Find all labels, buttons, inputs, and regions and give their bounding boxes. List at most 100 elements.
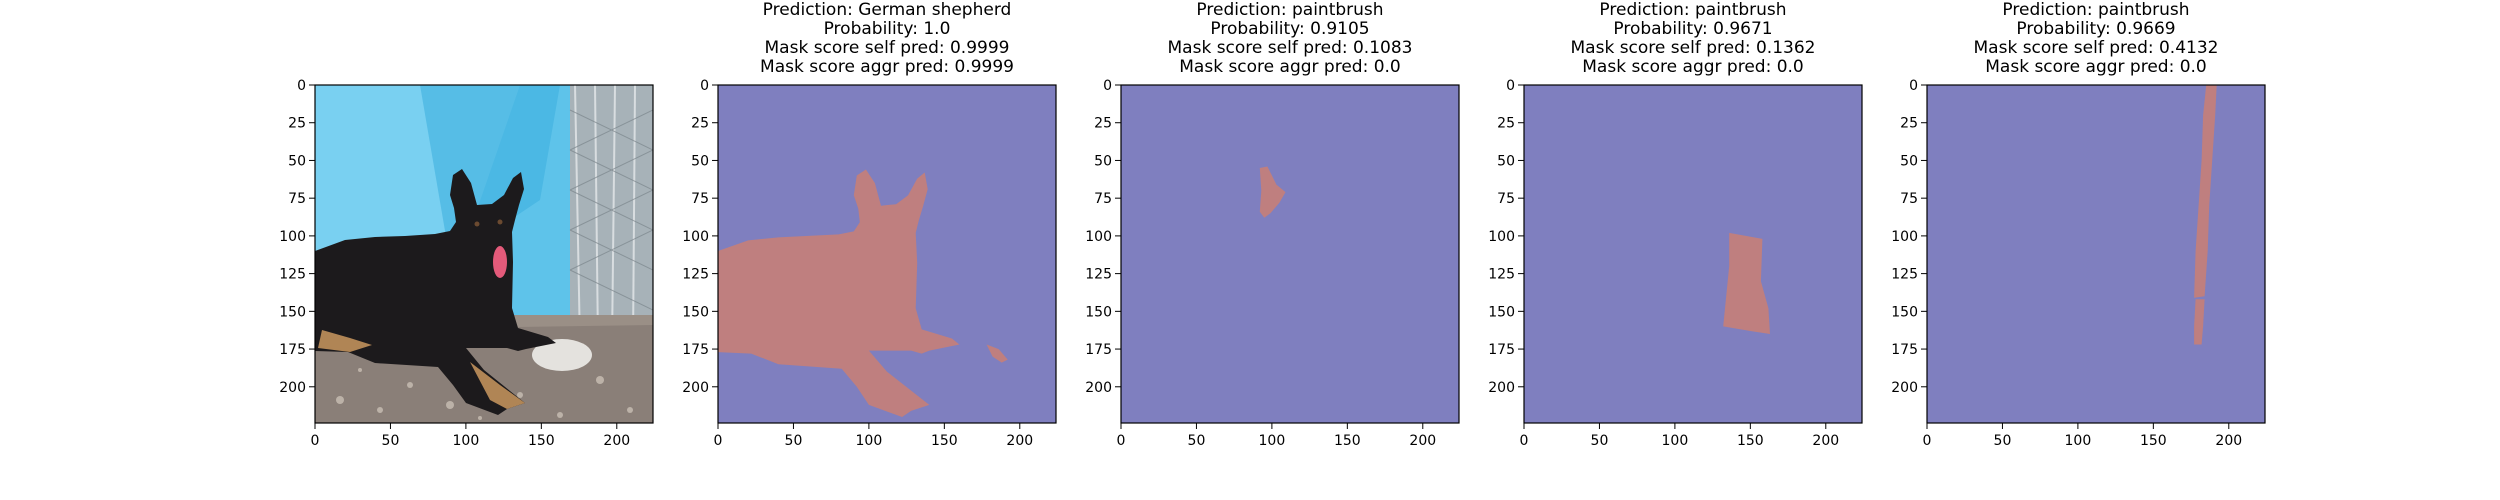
y-tick-label: 50: [1094, 153, 1112, 169]
x-axis: 0 50 100 150 200: [714, 423, 1033, 449]
axes-frame: [1120, 84, 1460, 424]
mask-region: [2194, 299, 2205, 345]
y-tick-label: 100: [279, 229, 306, 245]
panel-title-line: Prediction: paintbrush: [1599, 0, 1786, 20]
y-tick-label: 175: [279, 342, 306, 358]
panel-title-line: Probability: 0.9671: [1613, 19, 1772, 39]
x-tick-label: 100: [1259, 433, 1286, 449]
y-tick-label: 125: [1891, 267, 1918, 283]
y-tick-label: 100: [682, 229, 709, 245]
x-tick-label: 200: [603, 433, 630, 449]
y-tick-label: 200: [1488, 380, 1515, 396]
mask-background: [1927, 85, 2265, 423]
panel-mask-paintbrush-2: Prediction: paintbrush Probability: 0.96…: [1488, 0, 1863, 449]
y-tick-label: 0: [1506, 78, 1515, 94]
y-tick-label: 75: [1497, 191, 1515, 207]
y-tick-label: 125: [1488, 267, 1515, 283]
x-tick-label: 100: [856, 433, 883, 449]
y-tick-label: 100: [1488, 229, 1515, 245]
y-tick-label: 200: [1891, 380, 1918, 396]
x-tick-label: 50: [1994, 433, 2012, 449]
mask-background: [1524, 85, 1862, 423]
y-tick-label: 25: [288, 116, 306, 132]
x-tick-label: 50: [382, 433, 400, 449]
panel-mask-paintbrush-1: Prediction: paintbrush Probability: 0.91…: [1085, 0, 1460, 449]
x-tick-label: 150: [528, 433, 555, 449]
y-tick-label: 25: [1497, 116, 1515, 132]
mask-image: [1524, 85, 1862, 423]
y-axis: 0 25 50 75 100 125 150 175 200: [1891, 78, 1927, 396]
y-tick-label: 100: [1085, 229, 1112, 245]
y-tick-label: 75: [288, 191, 306, 207]
panel-title-line: Prediction: German shepherd: [763, 0, 1012, 20]
x-tick-label: 0: [1520, 433, 1529, 449]
x-tick-label: 0: [1923, 433, 1932, 449]
mask-image: [1121, 85, 1459, 423]
axes-frame: [717, 84, 1057, 424]
x-tick-label: 0: [714, 433, 723, 449]
x-tick-label: 200: [1006, 433, 1033, 449]
y-tick-label: 0: [1103, 78, 1112, 94]
x-tick-label: 100: [1662, 433, 1689, 449]
y-tick-label: 125: [1085, 267, 1112, 283]
y-axis: 0 25 50 75 100 125 150 175 200: [1488, 78, 1524, 396]
y-tick-label: 150: [279, 304, 306, 320]
y-tick-label: 25: [691, 116, 709, 132]
axes-frame: [1523, 84, 1863, 424]
panel-title-line: Mask score self pred: 0.1362: [1571, 38, 1816, 58]
y-tick-label: 200: [682, 380, 709, 396]
y-tick-label: 150: [682, 304, 709, 320]
y-tick-label: 200: [279, 380, 306, 396]
dog-photo: [315, 85, 653, 423]
mask-region: [1259, 166, 1286, 218]
x-axis: 0 50 100 150 200: [1520, 423, 1839, 449]
y-tick-label: 175: [682, 342, 709, 358]
panel-title-line: Mask score self pred: 0.4132: [1974, 38, 2219, 58]
panel-title-line: Mask score self pred: 0.9999: [765, 38, 1010, 58]
x-axis: 0 50 100 150 200: [311, 423, 630, 449]
panel-title-line: Probability: 0.9105: [1210, 19, 1369, 39]
panel-title-line: Probability: 0.9669: [2016, 19, 2175, 39]
panel-mask-paintbrush-3: Prediction: paintbrush Probability: 0.96…: [1891, 0, 2266, 449]
x-tick-label: 200: [1812, 433, 1839, 449]
y-tick-label: 50: [691, 153, 709, 169]
y-tick-label: 75: [1094, 191, 1112, 207]
axes-frame: [314, 84, 654, 424]
x-tick-label: 200: [1409, 433, 1436, 449]
y-tick-label: 50: [1497, 153, 1515, 169]
x-tick-label: 100: [2065, 433, 2092, 449]
mask-image: [1927, 85, 2265, 423]
y-tick-label: 25: [1900, 116, 1918, 132]
y-tick-label: 175: [1488, 342, 1515, 358]
panel-mask-german-shepherd: Prediction: German shepherd Probability:…: [682, 0, 1057, 449]
y-tick-label: 0: [1909, 78, 1918, 94]
x-tick-label: 100: [453, 433, 480, 449]
x-tick-label: 150: [1737, 433, 1764, 449]
y-tick-label: 125: [682, 267, 709, 283]
y-axis: 0 25 50 75 100 125 150 175 200: [279, 78, 315, 396]
panel-title-line: Mask score aggr pred: 0.0: [1582, 57, 1804, 77]
x-tick-label: 200: [2215, 433, 2242, 449]
y-tick-label: 75: [1900, 191, 1918, 207]
y-tick-label: 150: [1488, 304, 1515, 320]
y-tick-label: 50: [288, 153, 306, 169]
panel-photo: 0 25 50 75 100 125 150 175 200 0 50 100 150 200: [279, 78, 654, 449]
mask-region: [986, 344, 1008, 363]
panel-title-line: Mask score aggr pred: 0.9999: [760, 57, 1014, 77]
y-tick-label: 200: [1085, 380, 1112, 396]
panel-title-line: Mask score self pred: 0.1083: [1168, 38, 1413, 58]
panel-title-line: Probability: 1.0: [824, 19, 951, 39]
x-tick-label: 50: [1188, 433, 1206, 449]
mask-region: [718, 169, 960, 417]
y-tick-label: 125: [279, 267, 306, 283]
y-axis: 0 25 50 75 100 125 150 175 200: [1085, 78, 1121, 396]
y-tick-label: 100: [1891, 229, 1918, 245]
axes-frame: [1926, 84, 2266, 424]
panel-title-line: Mask score aggr pred: 0.0: [1985, 57, 2207, 77]
panel-title-line: Prediction: paintbrush: [2002, 0, 2189, 20]
x-axis: 0 50 100 150 200: [1923, 423, 2242, 449]
y-tick-label: 75: [691, 191, 709, 207]
panel-title-line: Prediction: paintbrush: [1196, 0, 1383, 20]
y-tick-label: 175: [1085, 342, 1112, 358]
